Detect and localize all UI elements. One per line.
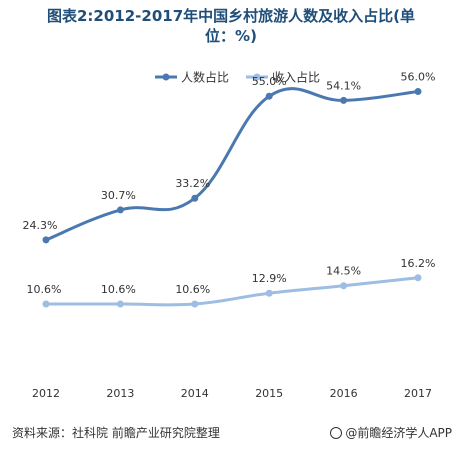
series-2-label-2017: 16.2% (401, 257, 436, 270)
chart-title: 图表2:2012-2017年中国乡村旅游人数及收入占比(单 位：%) (0, 6, 462, 46)
series-1-point-2016 (340, 96, 348, 104)
series-1-point-2012 (42, 236, 50, 244)
series-1-point-2017 (414, 88, 422, 96)
series-2-point-2014 (191, 300, 199, 308)
chart-title-line-2: 位：%) (205, 27, 257, 45)
series-1-label-2015: 55.0% (252, 75, 287, 88)
x-tick-label-2015: 2015 (255, 387, 283, 400)
legend-marker-1 (162, 73, 170, 81)
series-2-label-2012: 10.6% (27, 283, 62, 296)
series-1-label-2012: 24.3% (23, 219, 58, 232)
series-2-label-2016: 14.5% (326, 265, 361, 278)
x-tick-label-2013: 2013 (106, 387, 134, 400)
series-line-2 (44, 276, 420, 307)
x-tick-label-2016: 2016 (330, 387, 358, 400)
series-1-point-2014 (191, 194, 199, 202)
x-tick-label-2012: 2012 (32, 387, 60, 400)
x-tick-label-2014: 2014 (181, 387, 209, 400)
series-2-point-2013 (116, 300, 124, 308)
brand-credit-text: @前瞻经济学人APP (345, 426, 452, 440)
source-note: 资料来源：社科院 前瞻产业研究院整理 (12, 426, 220, 440)
series-1-label-2016: 54.1% (326, 79, 361, 92)
series-1-label-2017: 56.0% (401, 71, 436, 84)
series-1-label-2013: 30.7% (101, 189, 136, 202)
series-2-label-2014: 10.6% (175, 283, 210, 296)
series-2-point-2016 (340, 282, 348, 290)
series-1-label-2014: 33.2% (175, 177, 210, 190)
series-2-point-2017 (414, 274, 422, 282)
brand-credit: @前瞻经济学人APP (330, 424, 452, 441)
legend-label-2: 收入占比 (272, 70, 320, 85)
series-1-point-2015 (265, 92, 273, 100)
legend-label-1: 人数占比 (181, 70, 229, 85)
series-1-point-2013 (116, 206, 124, 214)
series-2-label-2013: 10.6% (101, 283, 136, 296)
series-line-1 (44, 87, 420, 242)
series-2-point-2012 (42, 300, 50, 308)
chart-title-line-1: 图表2:2012-2017年中国乡村旅游人数及收入占比(单 (46, 7, 415, 25)
series-2-point-2015 (265, 289, 273, 297)
series-2-label-2015: 12.9% (252, 272, 287, 285)
brand-logo-icon (330, 427, 343, 439)
legend-marker-2 (253, 73, 261, 81)
x-tick-label-2017: 2017 (404, 387, 432, 400)
